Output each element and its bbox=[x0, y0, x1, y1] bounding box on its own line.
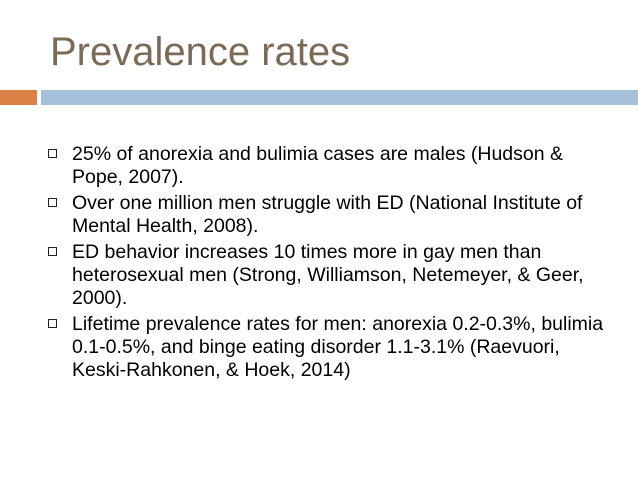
bullet-text: Over one million men struggle with ED (N… bbox=[72, 192, 583, 237]
title-underline-bar bbox=[41, 90, 638, 105]
bullet-item: Over one million men struggle with ED (N… bbox=[48, 192, 608, 238]
square-bullet-icon bbox=[48, 149, 57, 158]
bullet-text: ED behavior increases 10 times more in g… bbox=[72, 241, 584, 309]
slide-title: Prevalence rates bbox=[50, 30, 351, 74]
title-accent-bar bbox=[0, 90, 37, 105]
bullet-text: 25% of anorexia and bulimia cases are ma… bbox=[72, 143, 564, 188]
bullet-item: Lifetime prevalence rates for men: anore… bbox=[48, 313, 608, 382]
bullet-item: 25% of anorexia and bulimia cases are ma… bbox=[48, 143, 608, 189]
square-bullet-icon bbox=[48, 319, 57, 328]
bullet-item: ED behavior increases 10 times more in g… bbox=[48, 241, 608, 310]
square-bullet-icon bbox=[48, 247, 57, 256]
bullet-list: 25% of anorexia and bulimia cases are ma… bbox=[48, 143, 608, 385]
square-bullet-icon bbox=[48, 198, 57, 207]
bullet-text: Lifetime prevalence rates for men: anore… bbox=[72, 313, 604, 381]
